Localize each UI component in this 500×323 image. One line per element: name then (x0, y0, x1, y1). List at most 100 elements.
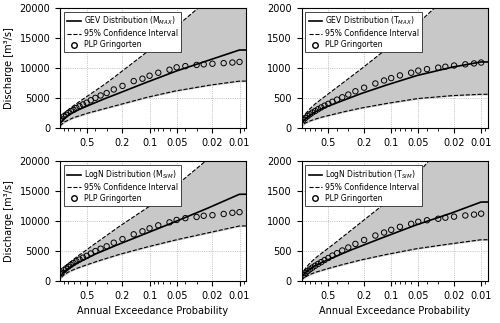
Point (434, 216, 442, 221)
Point (92, 95, 100, 100)
Point (82, 253, 90, 258)
Point (304, 268, 312, 274)
Point (72, 105, 80, 110)
Point (407, 221, 415, 226)
Point (314, 107, 322, 112)
Point (87, 98, 95, 103)
Point (236, 59, 244, 65)
Point (182, 215, 190, 221)
Point (166, 220, 173, 225)
Point (396, 73, 404, 78)
Point (70, 107, 78, 112)
Point (380, 78, 388, 83)
Point (146, 73, 154, 78)
Point (442, 64, 450, 69)
Point (317, 105, 325, 110)
Point (308, 110, 316, 115)
Point (58, 116, 66, 121)
Point (414, 68, 422, 73)
Point (320, 257, 328, 263)
Point (102, 90, 110, 96)
Point (328, 253, 336, 258)
Point (76, 104, 84, 109)
Point (64, 264, 72, 269)
Point (146, 226, 154, 231)
Point (308, 265, 316, 270)
Point (311, 109, 319, 114)
Point (192, 62, 200, 68)
Point (414, 219, 422, 224)
Point (82, 100, 90, 105)
Point (58, 270, 66, 275)
Point (477, 60, 485, 65)
Legend: LogN Distribution (T$_{SIM}$), 95% Confidence Interval, PLP Gringorten: LogN Distribution (T$_{SIM}$), 95% Confi… (306, 165, 422, 206)
Point (236, 210, 244, 215)
Point (462, 213, 469, 218)
Y-axis label: Discharge [m³/s]: Discharge [m³/s] (4, 27, 14, 109)
Point (328, 99, 336, 104)
Point (62, 266, 70, 271)
Point (462, 62, 469, 67)
Point (372, 233, 380, 238)
Point (172, 217, 180, 223)
Legend: GEV Distribution (T$_{MAX}$), 95% Confidence Interval, PLP Gringorten: GEV Distribution (T$_{MAX}$), 95% Confid… (306, 12, 422, 52)
Point (79, 255, 87, 260)
Point (228, 210, 236, 215)
Point (92, 248, 100, 254)
Point (96, 246, 104, 251)
Point (302, 115, 310, 120)
Point (407, 70, 415, 75)
Point (372, 81, 380, 86)
Point (344, 245, 352, 250)
Point (344, 92, 352, 97)
Point (87, 251, 95, 256)
Point (324, 255, 332, 261)
Point (450, 214, 458, 219)
X-axis label: Annual Exceedance Probability: Annual Exceedance Probability (319, 306, 470, 316)
Point (208, 61, 216, 66)
Point (110, 240, 118, 245)
Point (360, 85, 368, 90)
Point (200, 62, 207, 67)
Point (67, 262, 75, 267)
Point (333, 251, 341, 256)
Point (96, 93, 104, 98)
Point (387, 227, 395, 233)
Point (154, 70, 162, 75)
Point (352, 89, 360, 94)
Point (333, 97, 341, 102)
Point (470, 212, 478, 217)
Point (192, 214, 200, 220)
Point (442, 215, 450, 220)
Point (138, 229, 146, 234)
Point (311, 263, 319, 268)
Point (70, 260, 78, 266)
Point (477, 211, 485, 216)
Point (338, 248, 346, 253)
Point (306, 112, 314, 117)
Point (387, 76, 395, 81)
Point (228, 60, 236, 65)
Point (299, 272, 307, 277)
Point (352, 241, 360, 246)
Point (62, 112, 70, 117)
Point (182, 64, 190, 69)
Point (130, 232, 138, 237)
Point (110, 87, 118, 92)
Point (72, 259, 80, 264)
Point (423, 67, 431, 72)
Point (317, 260, 325, 265)
Point (67, 109, 75, 114)
Y-axis label: Discharge [m³/s]: Discharge [m³/s] (4, 180, 14, 262)
Point (324, 101, 332, 106)
Point (172, 65, 180, 70)
Point (166, 67, 173, 72)
Point (64, 110, 72, 115)
Point (338, 95, 346, 100)
Point (423, 218, 431, 223)
Point (220, 211, 228, 216)
Point (118, 236, 126, 242)
Point (200, 213, 207, 218)
Point (360, 237, 368, 243)
Point (76, 257, 84, 262)
